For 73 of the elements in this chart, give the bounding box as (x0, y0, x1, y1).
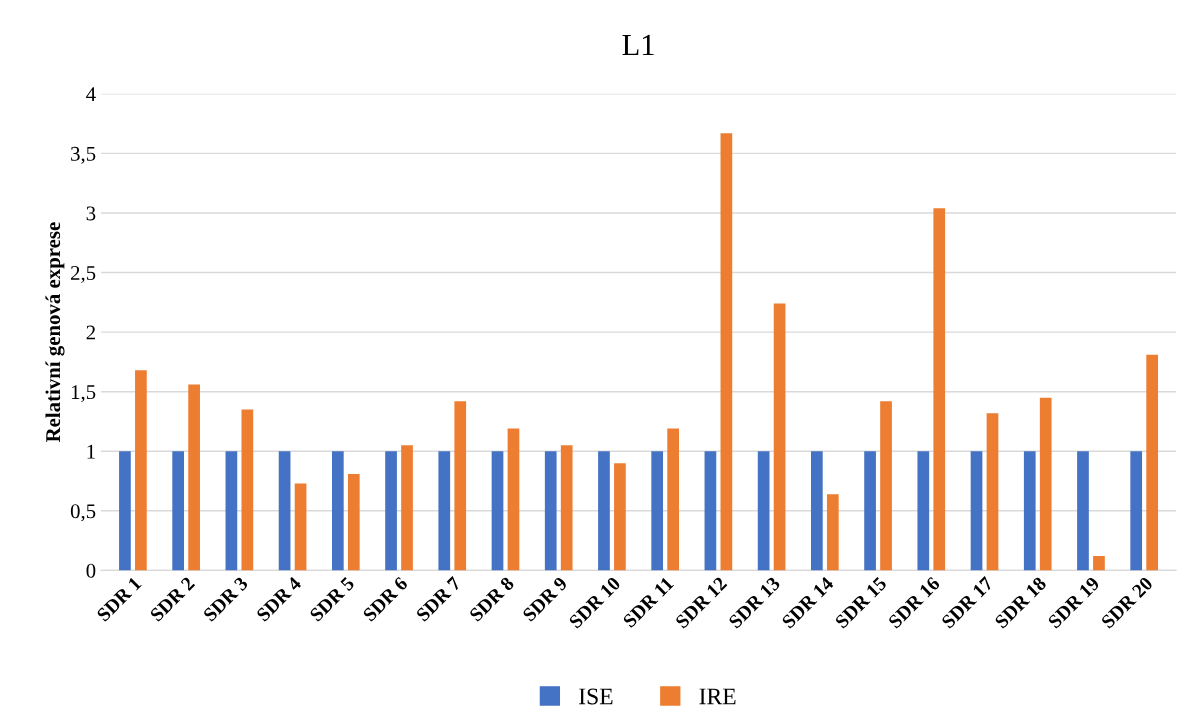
bar (614, 463, 626, 571)
bar (667, 428, 679, 571)
bar (880, 401, 892, 571)
y-tick-label: 2 (86, 325, 95, 340)
bar (278, 451, 291, 571)
x-tick-label: SDR 12 (674, 576, 728, 629)
bar (1077, 451, 1089, 571)
legend-label: IRE (699, 688, 736, 705)
bar (294, 483, 307, 571)
bar (438, 451, 451, 571)
bar (757, 451, 770, 571)
bar (347, 473, 360, 571)
y-tick-label: 3 (86, 206, 96, 221)
y-tick-label: 2,5 (70, 265, 96, 283)
bar (241, 409, 254, 571)
x-tick-label: SDR 9 (522, 576, 568, 622)
x-tick-label: SDR 18 (994, 576, 1047, 629)
bar (544, 451, 557, 571)
bar (401, 445, 413, 571)
bar (704, 451, 717, 571)
y-tick-label: 3,5 (71, 146, 96, 164)
y-tick-label: 1 (87, 444, 95, 459)
bar (1130, 451, 1143, 571)
x-tick-label: SDR 1 (96, 576, 142, 622)
bar (1093, 556, 1105, 571)
x-tick-label: SDR 13 (728, 576, 781, 629)
x-tick-label: SDR 7 (415, 576, 462, 622)
y-axis-title: Relativní genová exprese (45, 222, 65, 443)
y-tick-label: 4 (86, 87, 96, 102)
bar (1023, 451, 1036, 571)
bar (331, 451, 344, 571)
bar (1039, 397, 1052, 571)
x-tick-label: SDR 11 (622, 576, 675, 629)
x-tick-label: SDR 3 (202, 576, 249, 622)
bar (826, 494, 839, 571)
x-tick-label: SDR 5 (309, 576, 355, 622)
bar (864, 451, 876, 571)
bar (119, 451, 131, 571)
x-tick-label: SDR 19 (1047, 576, 1101, 629)
x-tick-label: SDR 16 (887, 576, 941, 629)
legend-label: ISE (579, 688, 613, 705)
bar (507, 428, 520, 571)
x-tick-label: SDR 10 (568, 576, 622, 629)
bar (172, 451, 185, 571)
bar (811, 451, 823, 571)
bar (986, 413, 999, 571)
bar (188, 384, 200, 571)
y-tick-label: 1,5 (71, 385, 96, 403)
bar (385, 451, 397, 571)
chart-title: L1 (622, 34, 654, 55)
bar (598, 451, 610, 571)
bar (225, 451, 238, 571)
bar (135, 370, 147, 571)
x-tick-label: SDR 6 (362, 576, 409, 622)
bar (491, 451, 504, 571)
bar (454, 401, 467, 571)
x-tick-label: SDR 15 (834, 576, 888, 629)
x-tick-label: SDR 14 (781, 575, 835, 629)
y-tick-label: 0,5 (70, 504, 96, 522)
bar (970, 451, 983, 571)
bar (933, 208, 946, 571)
x-tick-label: SDR 4 (255, 575, 303, 622)
bar (651, 451, 664, 571)
bar (1146, 354, 1159, 571)
bar (773, 303, 786, 571)
x-tick-label: SDR 17 (940, 576, 994, 629)
x-tick-label: SDR 20 (1100, 576, 1154, 629)
y-tick-label: 0 (86, 563, 96, 578)
bar (720, 133, 733, 571)
x-tick-label: SDR 2 (149, 576, 196, 622)
bar (917, 451, 930, 571)
x-tick-label: SDR 8 (468, 576, 515, 622)
bar (560, 445, 573, 571)
